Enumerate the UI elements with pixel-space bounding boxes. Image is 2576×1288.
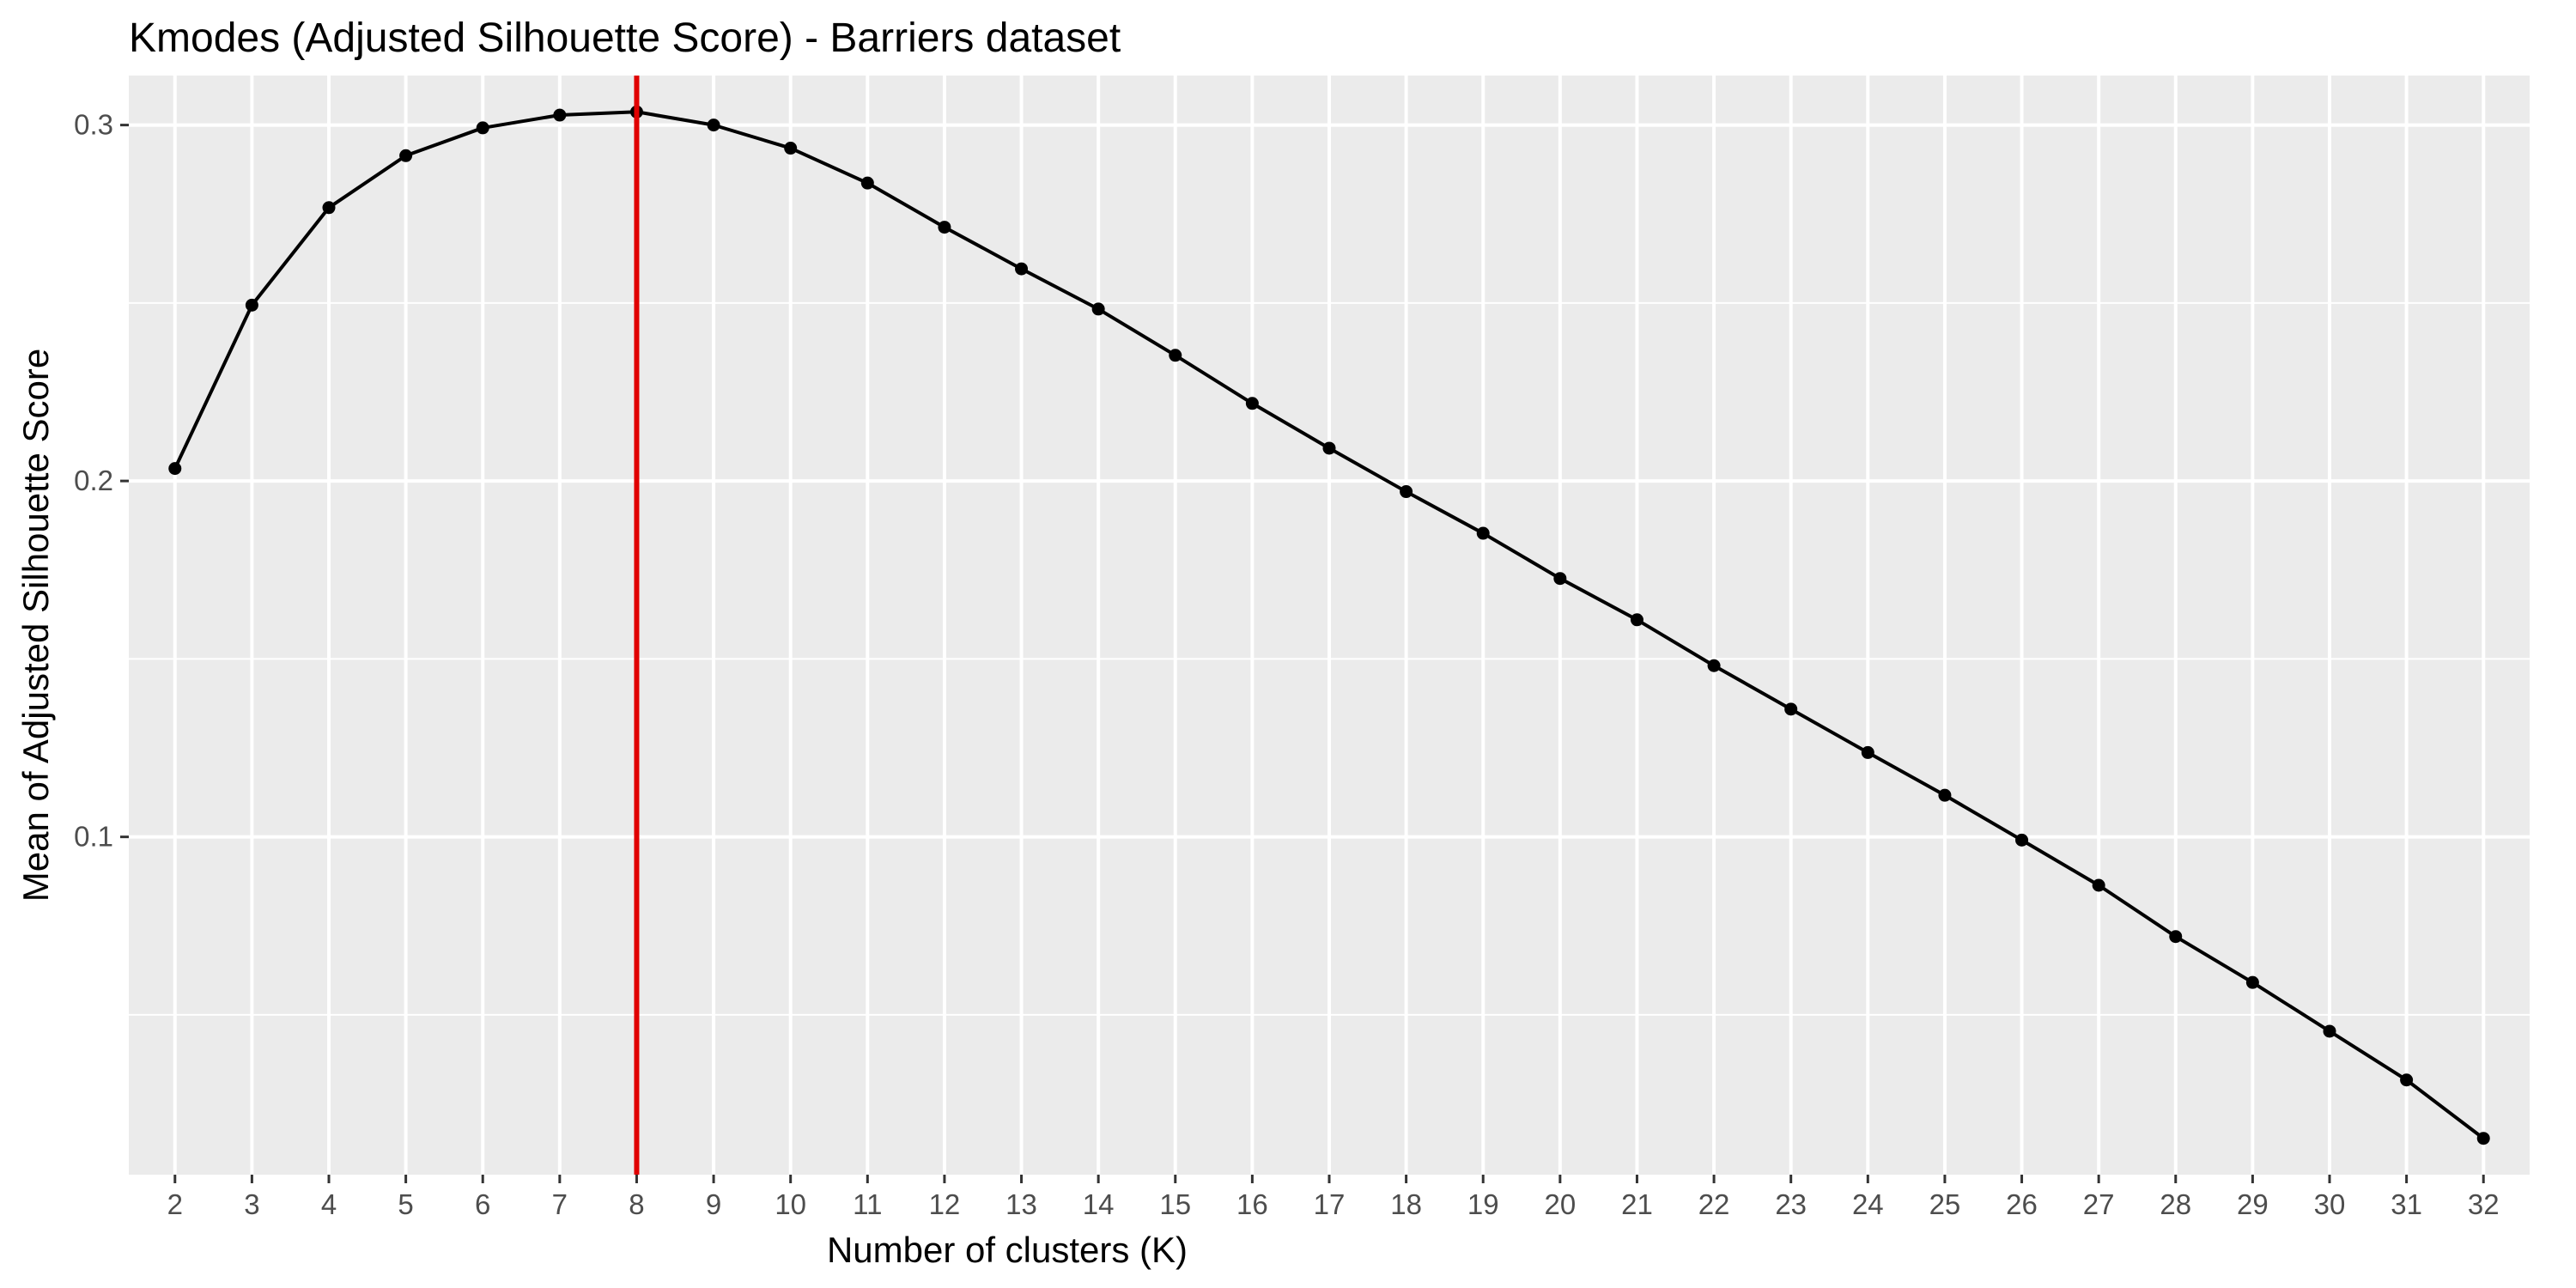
x-tick-label: 28	[2160, 1188, 2191, 1220]
series-layer	[168, 105, 2490, 1145]
data-point	[1322, 441, 1336, 455]
x-tick-label: 17	[1314, 1188, 1346, 1220]
x-tick-label: 15	[1159, 1188, 1191, 1220]
x-tick-label: 22	[1698, 1188, 1730, 1220]
data-point	[2323, 1024, 2336, 1038]
x-tick-label: 18	[1390, 1188, 1422, 1220]
data-point	[1091, 302, 1105, 316]
x-tick-label: 9	[706, 1188, 721, 1220]
x-tick-label: 23	[1775, 1188, 1807, 1220]
data-point	[2400, 1073, 2414, 1087]
x-tick-label: 12	[929, 1188, 961, 1220]
y-tick-label: 0.1	[74, 821, 113, 853]
data-point	[784, 142, 798, 155]
x-tick-label: 30	[2314, 1188, 2346, 1220]
x-tick-label: 5	[398, 1188, 413, 1220]
data-point	[1707, 659, 1721, 672]
x-tick-label: 7	[552, 1188, 568, 1220]
data-point	[1784, 702, 1798, 716]
data-point	[707, 118, 720, 132]
data-point	[2476, 1132, 2490, 1145]
chart-title: Kmodes (Adjusted Silhouette Score) - Bar…	[129, 15, 1121, 61]
x-axis-title: Number of clusters (K)	[827, 1230, 1188, 1270]
x-tick-label: 16	[1236, 1188, 1268, 1220]
data-point	[1553, 572, 1567, 586]
data-point	[2169, 930, 2183, 944]
x-tick-label: 31	[2391, 1188, 2422, 1220]
data-point	[1400, 485, 1413, 499]
x-tick-label: 19	[1467, 1188, 1499, 1220]
x-tick-label: 14	[1083, 1188, 1115, 1220]
x-tick-label: 8	[629, 1188, 644, 1220]
data-point	[1630, 613, 1643, 627]
x-tick-label: 27	[2083, 1188, 2115, 1220]
x-tick-label: 26	[2006, 1188, 2038, 1220]
data-point	[476, 121, 489, 135]
y-tick-label: 0.3	[74, 109, 113, 141]
data-point	[1861, 745, 1874, 759]
y-tick-label: 0.2	[74, 465, 113, 496]
x-tick-label: 10	[775, 1188, 806, 1220]
data-point	[860, 176, 874, 190]
data-point	[2245, 975, 2259, 989]
x-tick-label: 25	[1929, 1188, 1961, 1220]
x-tick-label: 32	[2468, 1188, 2500, 1220]
data-point	[245, 298, 258, 312]
x-tick-label: 21	[1621, 1188, 1653, 1220]
data-point	[1476, 526, 1490, 540]
data-point	[1169, 349, 1182, 362]
data-point	[938, 221, 951, 234]
data-point	[399, 149, 413, 162]
data-point	[1015, 262, 1029, 276]
grid-layer	[129, 76, 2530, 1175]
x-tick-label: 2	[167, 1188, 183, 1220]
x-tick-label: 24	[1852, 1188, 1884, 1220]
data-point	[168, 462, 182, 476]
data-point	[1245, 397, 1259, 410]
x-tick-label: 4	[321, 1188, 337, 1220]
data-point	[2015, 833, 2029, 847]
x-tick-label: 3	[244, 1188, 259, 1220]
data-point	[553, 108, 567, 122]
x-tick-label: 13	[1005, 1188, 1037, 1220]
x-tick-label: 11	[853, 1188, 882, 1220]
data-point	[2092, 878, 2105, 892]
data-point	[1938, 788, 1952, 802]
axis-layer: 0.10.20.32 3 4 5 6 7 8 9 10 11 12 13 14 15 16 17 18 19 20 2…	[74, 109, 2499, 1220]
x-tick-label: 6	[475, 1188, 490, 1220]
x-tick-label: 20	[1544, 1188, 1576, 1220]
y-axis-title: Mean of Adjusted Silhouette Score	[15, 349, 56, 902]
data-point	[322, 201, 336, 215]
x-tick-label: 29	[2237, 1188, 2269, 1220]
